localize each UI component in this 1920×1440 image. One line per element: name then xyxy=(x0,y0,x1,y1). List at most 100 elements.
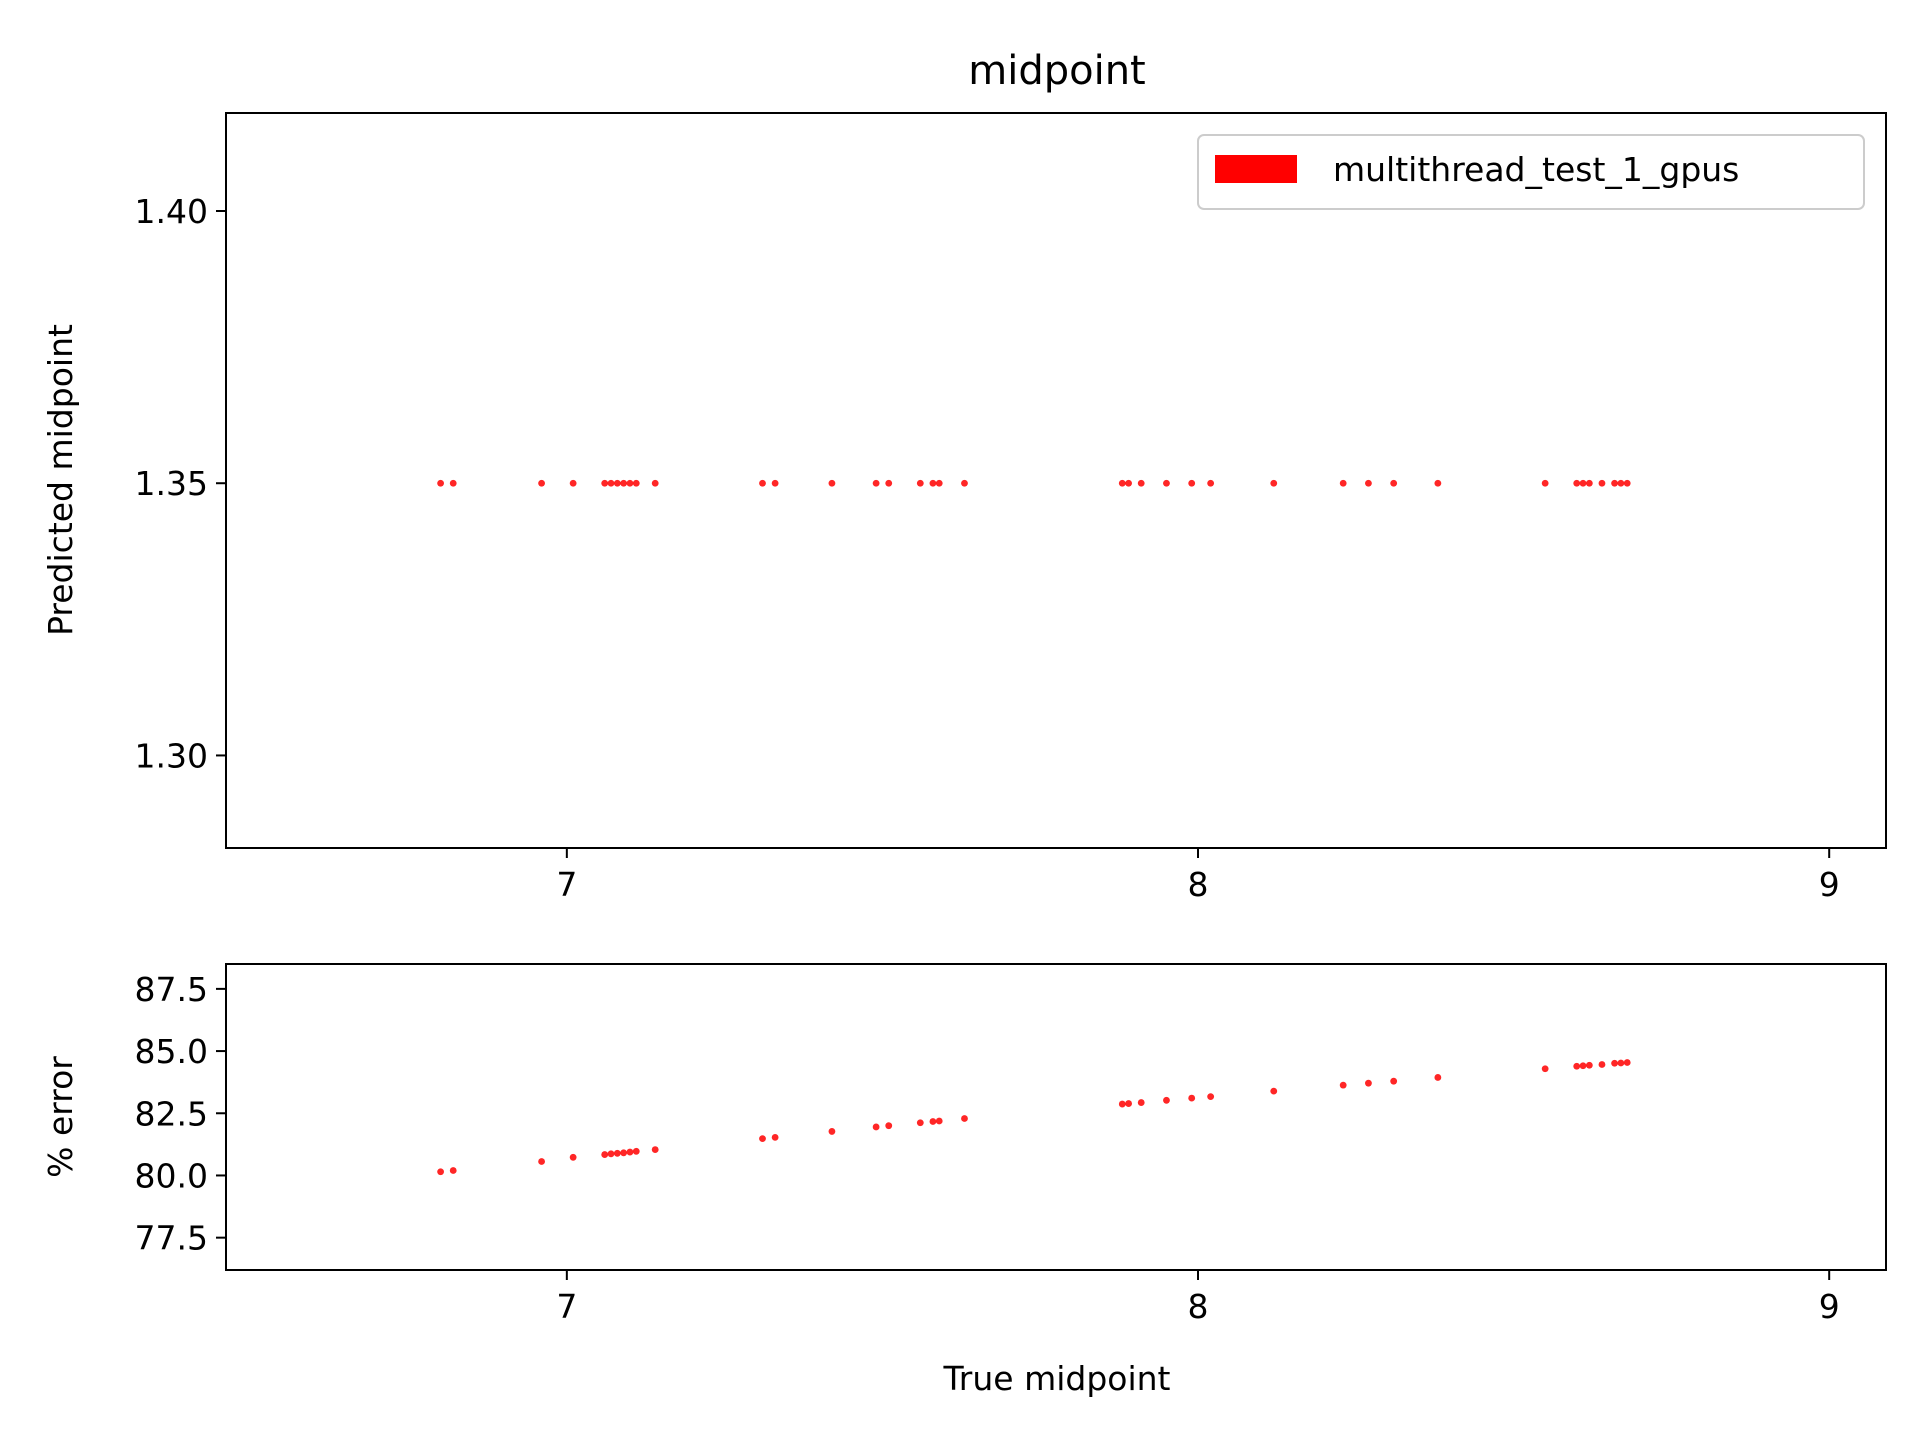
bottom-data-point xyxy=(651,1146,659,1153)
top-data-point xyxy=(771,479,779,487)
top-data-point xyxy=(929,479,937,487)
bottom-y-ticks: 77.5 80.0 82.5 85.0 87.5 xyxy=(135,970,226,1258)
bottom-axes-frame xyxy=(225,963,1887,1271)
top-data-point xyxy=(449,479,457,487)
top-data-point xyxy=(1339,479,1347,487)
bottom-data-point xyxy=(1339,1081,1347,1089)
top-data-point xyxy=(1188,479,1196,487)
bottom-data-point xyxy=(872,1123,880,1131)
bottom-data-point xyxy=(601,1151,609,1158)
top-data-point xyxy=(569,479,577,487)
top-data-point xyxy=(1611,479,1618,487)
top-y-tick-label: 1.30 xyxy=(135,736,208,775)
top-data-point xyxy=(1617,479,1625,487)
top-data-point xyxy=(916,479,924,487)
bottom-data-point xyxy=(449,1167,457,1174)
bottom-data-point xyxy=(613,1149,621,1157)
top-data-point xyxy=(935,479,943,487)
top-data-point xyxy=(872,479,880,487)
bottom-data-point xyxy=(1365,1079,1372,1087)
bottom-data-point xyxy=(1163,1096,1170,1104)
top-data-point xyxy=(1573,479,1581,487)
bottom-data-point xyxy=(1617,1059,1625,1067)
bottom-y-tick-label: 77.5 xyxy=(135,1219,208,1258)
legend[interactable]: multithread_test_1_gpus xyxy=(1197,134,1865,210)
bottom-x-axis-label: True midpoint xyxy=(942,1359,1170,1398)
top-data-point xyxy=(632,479,640,487)
top-data-point xyxy=(620,479,628,487)
bottom-data-point xyxy=(1573,1062,1581,1070)
bottom-data-point xyxy=(607,1150,615,1158)
top-data-point xyxy=(607,479,615,487)
top-data-point xyxy=(437,479,444,487)
bottom-data-point xyxy=(1207,1093,1215,1100)
top-y-axis-label: Predicted midpoint xyxy=(41,324,80,636)
top-data-point xyxy=(1118,479,1126,487)
top-data-point xyxy=(1125,479,1132,487)
top-data-point xyxy=(601,479,609,487)
bottom-y-tick-label: 80.0 xyxy=(135,1156,208,1195)
bottom-data-point xyxy=(1585,1061,1593,1069)
top-data-point xyxy=(828,479,836,487)
top-data-point xyxy=(626,479,634,487)
bottom-data-point xyxy=(1125,1100,1132,1107)
top-y-ticks: 1.30 1.35 1.40 xyxy=(135,192,226,775)
top-data-point xyxy=(1137,479,1145,487)
bottom-data-point xyxy=(1434,1074,1442,1081)
top-data-point xyxy=(1585,479,1593,487)
bottom-x-tick-label: 9 xyxy=(1819,1287,1840,1326)
bottom-data-point xyxy=(1118,1100,1126,1108)
top-data-point xyxy=(1541,479,1549,487)
top-panel: 7 8 9 1.30 1.35 1.40 Predicted midpoint mult… xyxy=(41,112,1887,904)
legend-swatch xyxy=(1215,155,1297,183)
top-data-point xyxy=(759,479,766,487)
bottom-data-point xyxy=(620,1149,628,1157)
top-x-tick-label: 9 xyxy=(1819,865,1840,904)
top-data-point xyxy=(1623,479,1631,487)
bottom-y-tick-label: 87.5 xyxy=(135,970,208,1009)
top-data-point xyxy=(1270,479,1278,487)
bottom-x-tick-label: 7 xyxy=(556,1287,577,1326)
top-x-ticks: 7 8 9 xyxy=(556,848,1840,904)
bottom-data-point xyxy=(632,1147,640,1155)
bottom-panel: 7 8 9 77.5 80.0 82.5 85.0 87.5 % error True mi… xyxy=(41,963,1887,1398)
bottom-points xyxy=(437,1059,1631,1176)
bottom-y-tick-label: 82.5 xyxy=(135,1094,208,1133)
top-data-point xyxy=(613,479,621,487)
bottom-data-point xyxy=(1188,1094,1196,1102)
bottom-data-point xyxy=(1611,1059,1618,1067)
bottom-data-point xyxy=(569,1153,577,1161)
bottom-data-point xyxy=(935,1117,943,1125)
top-data-point xyxy=(651,479,659,487)
bottom-data-point xyxy=(1579,1062,1587,1070)
legend-entry-label: multithread_test_1_gpus xyxy=(1333,150,1739,189)
top-data-point xyxy=(1365,479,1372,487)
bottom-data-point xyxy=(885,1122,893,1130)
bottom-x-ticks: 7 8 9 xyxy=(556,1270,1840,1326)
top-data-point xyxy=(1434,479,1442,487)
top-points xyxy=(437,479,1631,487)
bottom-data-point xyxy=(828,1128,836,1135)
top-x-tick-label: 8 xyxy=(1188,865,1209,904)
top-data-point xyxy=(1207,479,1215,487)
top-x-tick-label: 7 xyxy=(556,865,577,904)
bottom-data-point xyxy=(1541,1065,1549,1073)
bottom-data-point xyxy=(1270,1087,1278,1095)
bottom-data-point xyxy=(538,1158,545,1165)
chart-title: midpoint xyxy=(968,48,1145,94)
bottom-data-point xyxy=(1390,1077,1398,1085)
bottom-x-tick-label: 8 xyxy=(1188,1287,1209,1326)
top-data-point xyxy=(538,479,545,487)
bottom-data-point xyxy=(929,1118,937,1125)
bottom-data-point xyxy=(1137,1099,1145,1106)
bottom-data-point xyxy=(437,1168,444,1176)
bottom-data-point xyxy=(961,1115,968,1122)
bottom-data-point xyxy=(1623,1059,1631,1066)
top-data-point xyxy=(1579,479,1587,487)
bottom-data-point xyxy=(626,1148,634,1156)
legend-frame xyxy=(1197,134,1865,210)
top-data-point xyxy=(1163,479,1170,487)
bottom-y-tick-label: 85.0 xyxy=(135,1032,208,1071)
